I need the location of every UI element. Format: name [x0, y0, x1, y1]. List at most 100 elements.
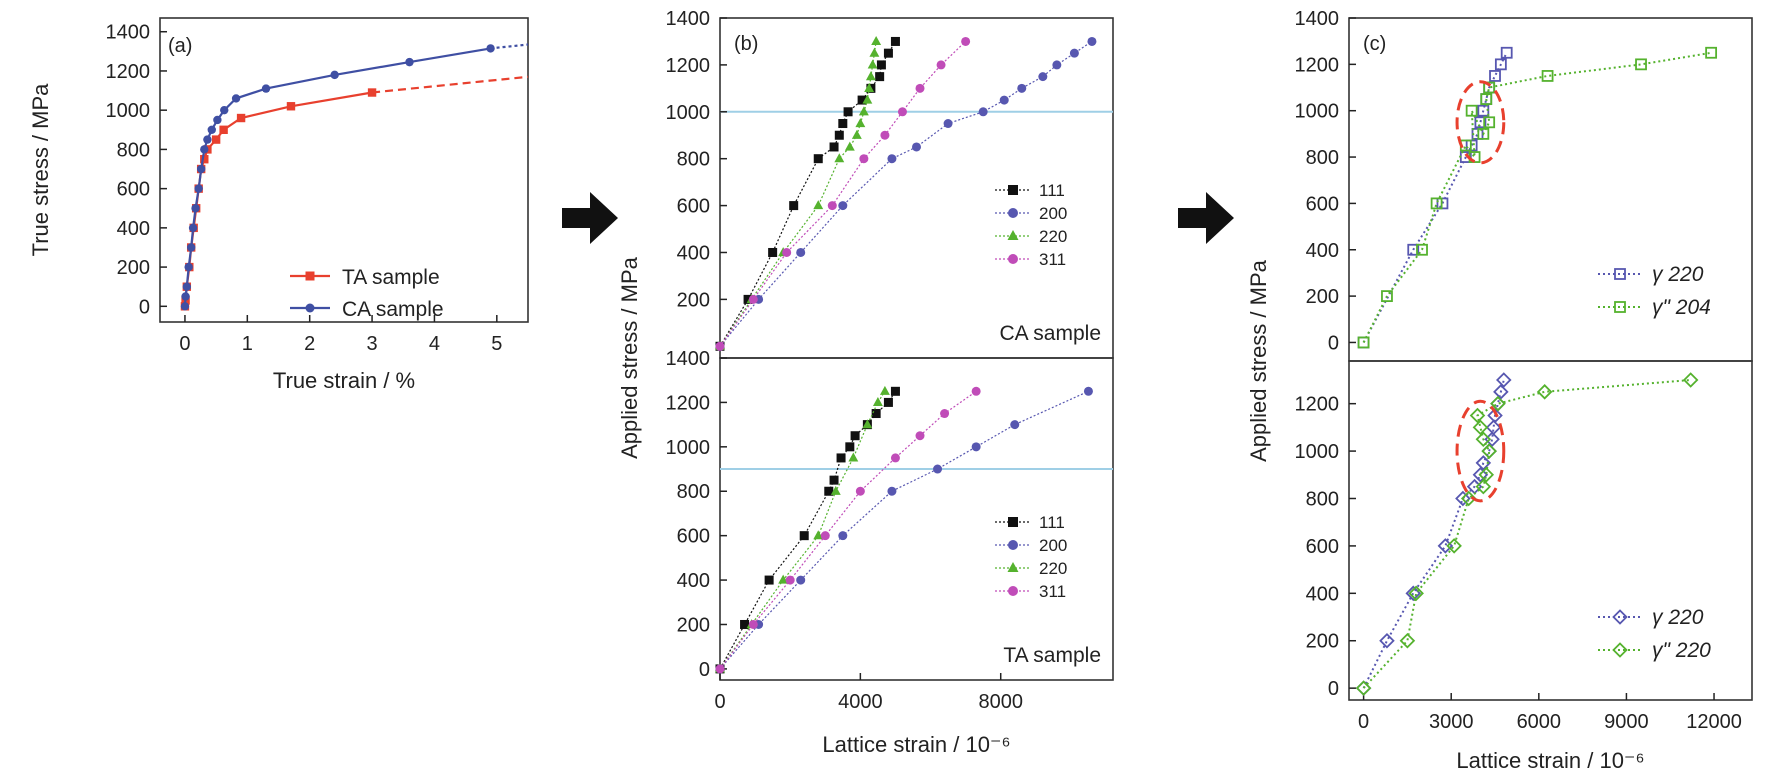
x-tick-label: 0: [1358, 711, 1369, 733]
legend-entry: γ 220: [1598, 606, 1704, 629]
legend-label: TA sample: [342, 266, 440, 289]
panel-a: 0 200 400 600 800 1000 1200 1400 0 1 2 3 4 5 (a) True s…: [28, 17, 529, 393]
legend-marker: [1612, 642, 1628, 658]
data-point: [1496, 372, 1512, 388]
y-tick-label: 200: [677, 614, 710, 636]
legend-marker: [1008, 185, 1018, 195]
data-point: [203, 135, 212, 144]
data-point: [1490, 395, 1506, 412]
data-point: [1087, 36, 1097, 46]
y-tick-label: 1400: [666, 348, 711, 370]
legend-entry: CA sample: [290, 298, 444, 321]
data-point: [200, 155, 209, 164]
legend-entry: γ 220: [1598, 263, 1704, 286]
data-point: [715, 664, 725, 674]
y-tick-label: 0: [1328, 678, 1339, 700]
data-point: [1460, 490, 1477, 507]
y-tick-label: 1200: [666, 392, 711, 414]
data-point: [261, 84, 271, 93]
y-tick-label: 600: [677, 196, 710, 218]
y-tick-label: 0: [699, 659, 710, 681]
data-point: [1477, 127, 1490, 140]
y-tick-label: 400: [677, 242, 710, 264]
legend-marker: [1007, 562, 1019, 572]
data-point: [865, 71, 876, 81]
y-tick-label: 0: [1328, 332, 1339, 354]
data-point: [194, 184, 203, 193]
data-point: [838, 119, 848, 129]
plot-frame: [159, 17, 529, 323]
data-point: [1494, 58, 1507, 71]
data-point: [799, 531, 809, 541]
data-point: [940, 409, 950, 419]
x-tick-label: 5: [491, 333, 502, 355]
y-tick-label: 600: [1306, 193, 1339, 215]
data-point: [207, 125, 216, 134]
highlight-ellipse: [1455, 399, 1506, 503]
data-point: [915, 83, 925, 93]
data-point: [887, 154, 897, 164]
data-point: [890, 36, 900, 46]
x-tick-label: 4: [429, 333, 440, 355]
x-tick-label: 4000: [838, 691, 883, 713]
data-point: [1536, 384, 1553, 400]
series-204: [1357, 46, 1718, 349]
data-point: [182, 282, 192, 291]
y-axis-label: True stress / MPa: [28, 83, 53, 257]
legend-marker: [1008, 540, 1018, 550]
y-tick-label: 800: [117, 139, 150, 161]
data-point: [1480, 93, 1493, 106]
data-point: [1475, 455, 1492, 471]
data-point: [486, 44, 495, 53]
y-tick-label: 800: [1306, 488, 1339, 510]
legend-marker: [305, 303, 315, 313]
y-tick-label: 1000: [666, 437, 711, 459]
legend-entry: 200: [995, 204, 1067, 223]
data-point: [1705, 46, 1718, 59]
data-point: [1478, 467, 1495, 483]
data-point: [862, 419, 873, 429]
data-point: [743, 294, 753, 304]
data-point: [848, 452, 859, 462]
y-tick-label: 600: [117, 179, 150, 201]
data-point: [843, 107, 853, 117]
legend-label: 311: [1039, 250, 1066, 269]
data-point: [1493, 384, 1509, 400]
data-point: [1485, 419, 1502, 436]
data-point: [789, 201, 799, 211]
data-point: [1455, 490, 1471, 507]
y-axis-label: Applied stress / MPa: [1246, 259, 1271, 462]
data-point: [890, 386, 900, 396]
legend-entry: 311: [995, 250, 1066, 269]
data-point: [180, 302, 190, 311]
x-tick-label: 0: [714, 691, 725, 713]
legend-marker: [1612, 609, 1628, 625]
data-point: [971, 386, 981, 396]
legend-label: 111: [1039, 513, 1065, 532]
series-line: [719, 40, 967, 347]
data-point: [1475, 431, 1492, 448]
x-tick-label: 3000: [1429, 711, 1474, 733]
legend-marker: [1614, 301, 1626, 313]
series-220: [1355, 372, 1512, 696]
y-tick-label: 800: [677, 149, 710, 171]
plot-frame: [719, 357, 1114, 681]
legend-label: γ 220: [1652, 263, 1704, 286]
x-tick-label: 8000: [978, 691, 1023, 713]
series-311: [715, 36, 971, 351]
data-point: [785, 575, 795, 585]
data-point: [1407, 243, 1420, 256]
data-point: [851, 129, 862, 139]
data-point: [715, 341, 725, 351]
x-tick-label: 6000: [1517, 711, 1562, 733]
data-point: [857, 95, 867, 105]
legend-marker: [1007, 230, 1019, 240]
y-tick-label: 1200: [1295, 54, 1340, 76]
y-tick-label: 1200: [666, 55, 711, 77]
legend-marker: [1008, 254, 1018, 264]
data-point: [830, 485, 841, 495]
legend-marker: [305, 271, 315, 281]
data-point: [915, 431, 925, 441]
data-point: [740, 619, 750, 629]
